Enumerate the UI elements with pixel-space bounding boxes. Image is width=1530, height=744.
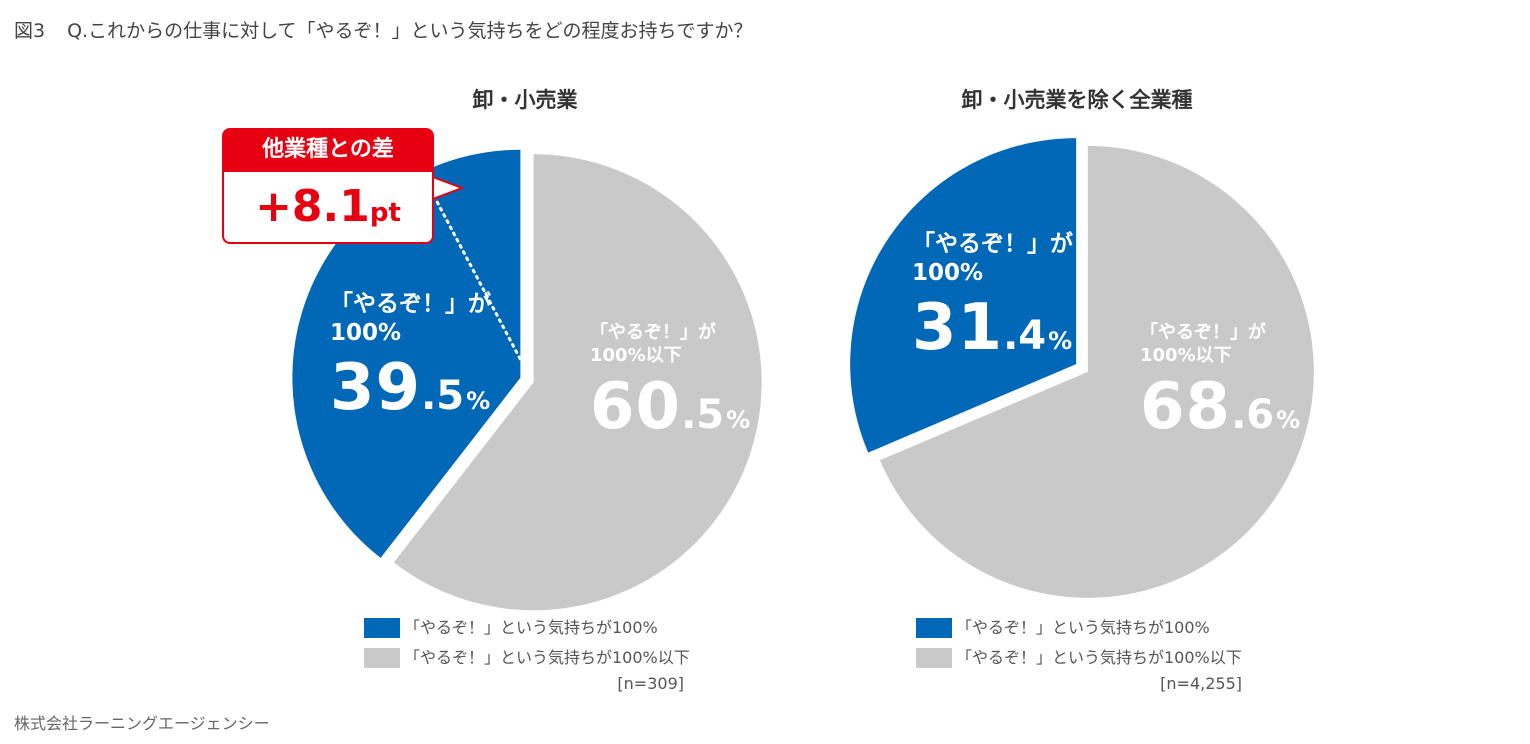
pie-slice-1-1: [879, 145, 1314, 598]
legend-right: 「やるぞ！」という気持ちが100% 「やるぞ！」という気持ちが100%以下 [n…: [916, 614, 1242, 694]
callout-leader-line: [432, 194, 528, 372]
legend-swatch-blue: [916, 618, 952, 638]
legend-item: 「やるぞ！」という気持ちが100%: [364, 614, 684, 644]
slice-value-right-gray: 68: [1140, 370, 1232, 444]
pie-slice-1-0: [850, 138, 1077, 453]
slice-label-left-gray: 「やるぞ！」が 100%以下 60.5%: [590, 322, 751, 444]
callout-value: +8.1: [255, 181, 370, 232]
slice-value-left-gray: 60: [590, 370, 682, 444]
figure-number: 図3: [14, 20, 46, 42]
slice-value-left-blue: 39: [330, 350, 422, 425]
legend-item: 「やるぞ！」という気持ちが100%以下: [364, 644, 690, 674]
callout-body: +8.1pt: [222, 172, 434, 244]
difference-callout: 他業種との差 +8.1pt: [222, 128, 434, 246]
sample-size-right: [n=4,255]: [1160, 674, 1242, 693]
pie-slice-0-1: [393, 154, 762, 611]
source-credit: 株式会社ラーニングエージェンシー: [14, 714, 270, 733]
slice-value-right-blue: 31: [912, 290, 1004, 365]
callout-unit: pt: [369, 198, 401, 228]
slice-label-right-gray: 「やるぞ！」が 100%以下 68.6%: [1140, 322, 1301, 444]
sample-size-left: [n=309]: [617, 674, 684, 693]
legend-left: 「やるぞ！」という気持ちが100% 「やるぞ！」という気持ちが100%以下 [n…: [364, 614, 690, 694]
slice-label-right-blue: 「やるぞ！」が 100% 31.4%: [912, 231, 1073, 365]
chart-title-left: 卸・小売業: [472, 88, 578, 112]
slice-label-left-blue: 「やるぞ！」が 100% 39.5%: [330, 291, 491, 425]
figure-question: Q.これからの仕事に対して「やるぞ！」という気持ちをどの程度お持ちですか？: [67, 20, 753, 42]
legend-item: 「やるぞ！」という気持ちが100%: [916, 614, 1242, 644]
legend-item: 「やるぞ！」という気持ちが100%以下: [916, 644, 1242, 674]
legend-swatch-gray: [364, 648, 400, 668]
callout-heading: 他業種との差: [222, 128, 434, 172]
legend-swatch-blue: [364, 618, 400, 638]
chart-title-right: 卸・小売業を除く全業種: [961, 88, 1193, 112]
legend-swatch-gray: [916, 648, 952, 668]
figure-title: 図3 Q.これからの仕事に対して「やるぞ！」という気持ちをどの程度お持ちですか？: [14, 16, 753, 43]
